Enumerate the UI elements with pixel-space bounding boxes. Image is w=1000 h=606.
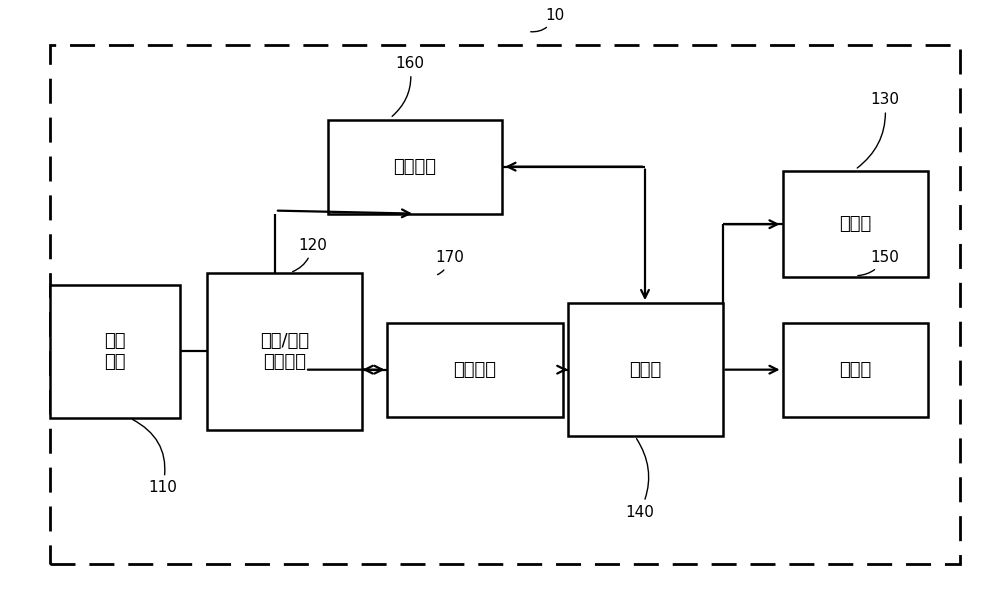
Text: 170: 170 [435, 250, 464, 275]
Text: 存储器: 存储器 [839, 215, 871, 233]
Text: 110: 110 [132, 419, 177, 495]
Text: 接收电路: 接收电路 [454, 361, 496, 379]
Text: 140: 140 [625, 439, 654, 519]
Bar [50, 45, 960, 564]
Text: 150: 150 [858, 250, 899, 276]
Text: 超声
探头: 超声 探头 [104, 332, 126, 371]
Text: 处理器: 处理器 [629, 361, 661, 379]
Text: 显示器: 显示器 [839, 361, 871, 379]
Text: 发射/接收
选择开关: 发射/接收 选择开关 [260, 332, 310, 371]
Bar [387, 322, 562, 417]
Text: 160: 160 [392, 56, 424, 116]
Bar [782, 171, 928, 278]
Bar [50, 285, 180, 418]
Bar [207, 273, 362, 430]
Bar [328, 120, 502, 214]
Bar [782, 322, 928, 417]
Text: 120: 120 [293, 238, 327, 271]
Bar [568, 303, 722, 436]
Text: 130: 130 [857, 93, 899, 168]
Text: 发射电路: 发射电路 [394, 158, 436, 176]
Text: 10: 10 [531, 8, 564, 32]
